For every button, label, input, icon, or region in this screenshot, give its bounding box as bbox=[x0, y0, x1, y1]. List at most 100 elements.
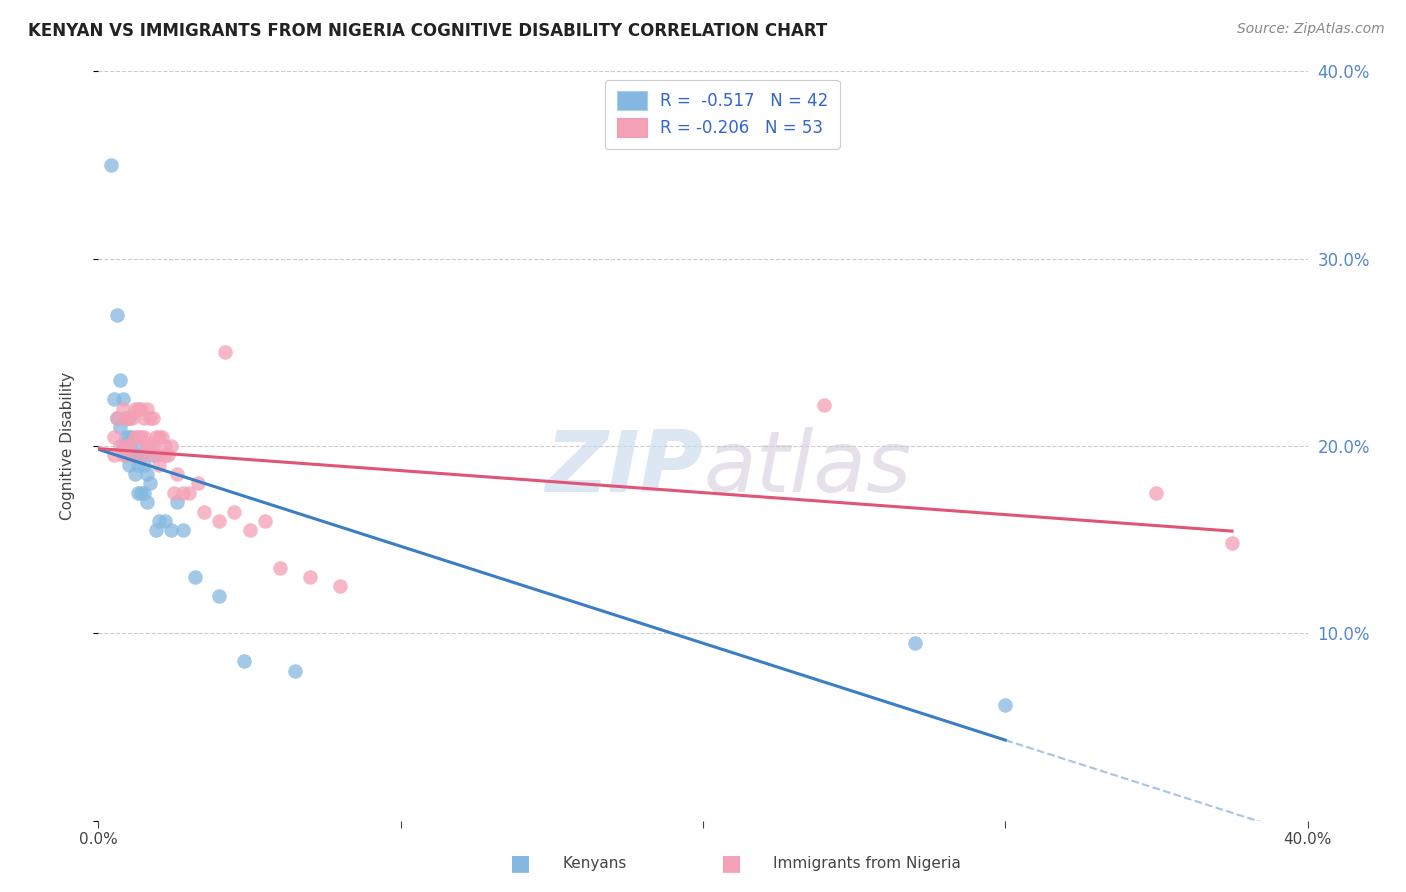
Point bbox=[118, 430, 141, 444]
Point bbox=[114, 430, 136, 444]
Point bbox=[153, 514, 176, 528]
Point bbox=[172, 486, 194, 500]
Point bbox=[127, 430, 149, 444]
Point bbox=[153, 439, 176, 453]
Point bbox=[1144, 486, 1167, 500]
Point bbox=[108, 439, 131, 453]
Point bbox=[121, 449, 143, 463]
Point bbox=[153, 449, 176, 463]
Point bbox=[121, 449, 143, 463]
Point bbox=[142, 449, 165, 463]
Point bbox=[114, 411, 136, 425]
Point bbox=[184, 570, 207, 584]
Point bbox=[103, 430, 125, 444]
Point bbox=[148, 458, 170, 472]
Point bbox=[142, 411, 165, 425]
Point bbox=[127, 458, 149, 472]
Point bbox=[132, 430, 155, 444]
Point bbox=[114, 449, 136, 463]
Point bbox=[118, 439, 141, 453]
Point bbox=[132, 411, 155, 425]
Point bbox=[111, 392, 134, 407]
Point bbox=[145, 449, 167, 463]
Point bbox=[145, 524, 167, 538]
Point bbox=[148, 514, 170, 528]
Point bbox=[111, 439, 134, 453]
Point bbox=[208, 514, 231, 528]
Point bbox=[187, 476, 209, 491]
Point bbox=[127, 401, 149, 416]
Point bbox=[232, 655, 254, 669]
Point bbox=[284, 664, 307, 678]
Point bbox=[100, 158, 122, 172]
Point bbox=[148, 430, 170, 444]
Point bbox=[108, 420, 131, 434]
Point bbox=[124, 449, 146, 463]
Point bbox=[166, 495, 188, 509]
Point bbox=[179, 486, 201, 500]
Text: ■: ■ bbox=[721, 854, 741, 873]
Point bbox=[118, 411, 141, 425]
Point bbox=[132, 449, 155, 463]
Point bbox=[994, 698, 1017, 712]
Point bbox=[124, 401, 146, 416]
Point bbox=[114, 439, 136, 453]
Point bbox=[114, 411, 136, 425]
Legend: R =  -0.517   N = 42, R = -0.206   N = 53: R = -0.517 N = 42, R = -0.206 N = 53 bbox=[605, 79, 839, 149]
Point bbox=[132, 486, 155, 500]
Point bbox=[139, 476, 162, 491]
Point bbox=[163, 486, 186, 500]
Point bbox=[124, 430, 146, 444]
Point bbox=[129, 486, 152, 500]
Point bbox=[214, 345, 236, 359]
Point bbox=[121, 411, 143, 425]
Text: KENYAN VS IMMIGRANTS FROM NIGERIA COGNITIVE DISABILITY CORRELATION CHART: KENYAN VS IMMIGRANTS FROM NIGERIA COGNIT… bbox=[28, 22, 827, 40]
Point bbox=[813, 398, 835, 412]
Point bbox=[132, 458, 155, 472]
Point bbox=[166, 467, 188, 482]
Point bbox=[208, 589, 231, 603]
Point bbox=[269, 561, 291, 575]
Point bbox=[129, 449, 152, 463]
Text: Source: ZipAtlas.com: Source: ZipAtlas.com bbox=[1237, 22, 1385, 37]
Point bbox=[150, 430, 173, 444]
Point bbox=[224, 505, 246, 519]
Point bbox=[108, 374, 131, 388]
Text: atlas: atlas bbox=[703, 427, 911, 510]
Point bbox=[103, 392, 125, 407]
Point bbox=[111, 449, 134, 463]
Point bbox=[118, 439, 141, 453]
Point bbox=[127, 439, 149, 453]
Point bbox=[111, 401, 134, 416]
Text: Immigrants from Nigeria: Immigrants from Nigeria bbox=[773, 856, 962, 871]
Point bbox=[127, 486, 149, 500]
Point bbox=[139, 411, 162, 425]
Text: ■: ■ bbox=[510, 854, 530, 873]
Point bbox=[118, 458, 141, 472]
Point bbox=[129, 430, 152, 444]
Point bbox=[105, 411, 128, 425]
Point bbox=[121, 430, 143, 444]
Point bbox=[142, 439, 165, 453]
Point bbox=[239, 524, 262, 538]
Point bbox=[156, 449, 179, 463]
Point bbox=[135, 439, 157, 453]
Point bbox=[160, 524, 183, 538]
Point bbox=[105, 411, 128, 425]
Point bbox=[193, 505, 215, 519]
Text: ZIP: ZIP bbox=[546, 427, 703, 510]
Point bbox=[160, 439, 183, 453]
Point bbox=[139, 439, 162, 453]
Point bbox=[124, 467, 146, 482]
Text: Kenyans: Kenyans bbox=[562, 856, 627, 871]
Point bbox=[135, 467, 157, 482]
Point bbox=[103, 449, 125, 463]
Point bbox=[135, 495, 157, 509]
Point bbox=[105, 308, 128, 322]
Point bbox=[299, 570, 322, 584]
Point bbox=[904, 635, 927, 649]
Point bbox=[118, 411, 141, 425]
Point bbox=[129, 401, 152, 416]
Point bbox=[172, 524, 194, 538]
Point bbox=[145, 430, 167, 444]
